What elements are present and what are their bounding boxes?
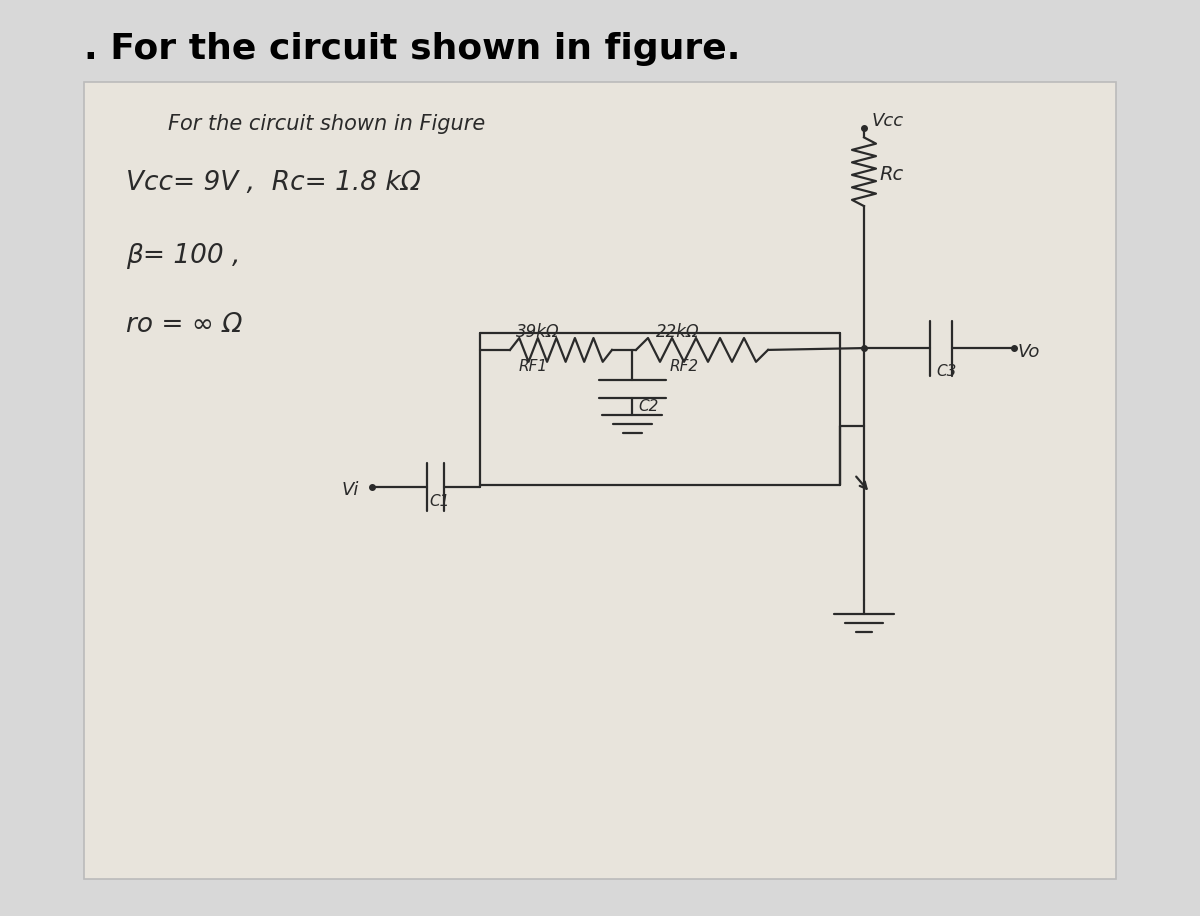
Text: 22kΩ: 22kΩ [656,322,700,341]
Text: Vcc= 9V ,  Rc= 1.8 kΩ: Vcc= 9V , Rc= 1.8 kΩ [126,170,421,196]
Text: C3: C3 [936,365,956,379]
Text: 39kΩ: 39kΩ [516,322,559,341]
Text: For the circuit shown in Figure: For the circuit shown in Figure [168,114,485,134]
Text: ro = ∞ Ω: ro = ∞ Ω [126,312,242,338]
Text: RF2: RF2 [670,359,698,374]
Text: Vo: Vo [1018,343,1040,361]
Text: Rc: Rc [880,165,904,183]
Text: Vcc: Vcc [871,112,904,130]
Text: C1: C1 [430,495,450,509]
Text: C2: C2 [638,399,659,414]
FancyBboxPatch shape [84,82,1116,879]
Text: β= 100 ,: β= 100 , [126,244,240,269]
Text: . For the circuit shown in figure.: . For the circuit shown in figure. [84,32,740,66]
Text: Vi: Vi [342,481,359,499]
Text: RF1: RF1 [518,359,547,374]
